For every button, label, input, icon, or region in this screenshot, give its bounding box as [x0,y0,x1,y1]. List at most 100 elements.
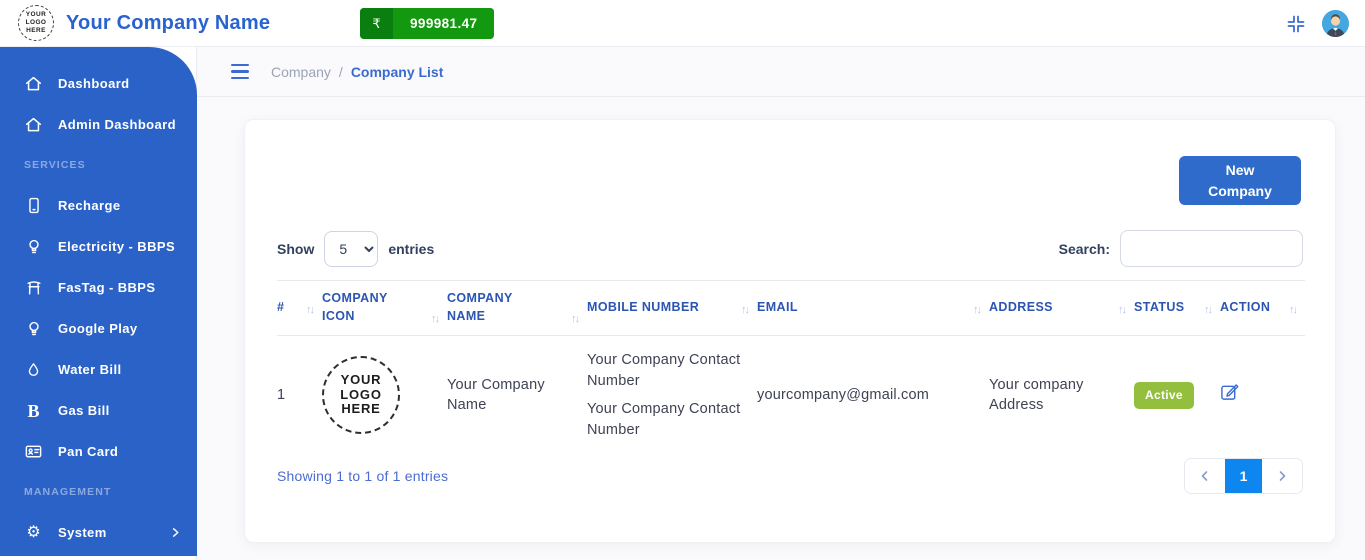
brand: YOUR LOGO HERE Your Company Name [18,5,270,41]
sort-icon [1289,304,1299,316]
id-card-icon [24,442,43,461]
lightbulb-icon [24,237,43,256]
column-header-action[interactable]: ACTION [1220,280,1305,336]
sidebar-item-fastag[interactable]: FasTag - BBPS [0,267,197,308]
table-footer: Showing 1 to 1 of 1 entries 1 [277,458,1303,494]
sidebar-item-google-play[interactable]: Google Play [0,308,197,349]
company-table: # COMPANY ICON COMPANY NAME MOBILE NUMBE… [277,280,1305,455]
sidebar-item-label: Admin Dashboard [58,117,176,132]
topbar-right [1286,0,1349,47]
content-topbar: Company / Company List [197,47,1365,97]
sidebar-item-water-bill[interactable]: Water Bill [0,349,197,390]
sort-icon [973,304,983,316]
sort-icon [571,313,581,325]
sidebar-item-label: Water Bill [58,362,122,377]
lightbulb-icon [24,319,43,338]
chevron-right-icon [170,527,181,538]
sidebar-item-electricity[interactable]: Electricity - BBPS [0,226,197,267]
rupee-icon: ₹ [360,8,393,39]
new-company-button[interactable]: New Company [1179,156,1301,205]
sidebar-item-gas-bill[interactable]: B Gas Bill [0,390,197,431]
sidebar-item-label: Pan Card [58,444,119,459]
cell-email: yourcompany@gmail.com [757,386,930,403]
edit-icon[interactable] [1220,382,1239,401]
breadcrumb-current: Company List [350,63,444,80]
cell-index: 1 [277,386,286,403]
sidebar-item-label: System [58,525,107,540]
cell-company-icon: YOUR LOGO HERE [322,336,447,455]
search-label: Search: [1058,240,1110,257]
table-controls: Show 5 entries Search: [277,230,1303,267]
sidebar-item-system[interactable]: ⚙ System [0,512,197,553]
breadcrumb-parent[interactable]: Company [271,63,331,80]
logo-line: HERE [26,26,46,34]
pagination: 1 [1184,458,1303,494]
sidebar-item-label: Google Play [58,321,138,336]
logo-line: YOUR [25,11,47,19]
sort-icon [741,304,751,316]
sort-icon [1204,304,1214,316]
page-size-control: Show 5 entries [277,230,435,267]
avatar [1322,10,1349,37]
wallet-balance-badge: ₹ 999981.47 [360,8,495,39]
cell-company-name: Your Company Name [447,376,545,414]
hamburger-menu-icon[interactable] [231,63,249,80]
status-badge: Active [1134,381,1194,409]
pagination-page-1[interactable]: 1 [1225,459,1262,493]
column-header-status[interactable]: STATUS [1134,280,1220,336]
breadcrumb: Company / Company List [271,64,443,80]
sidebar-item-recharge[interactable]: Recharge [0,185,197,226]
sidebar-item-dashboard[interactable]: Dashboard [0,63,197,104]
sidebar-item-admin-dashboard[interactable]: Admin Dashboard [0,104,197,145]
cell-address: Your company Address [989,376,1084,414]
table-header-row: # COMPANY ICON COMPANY NAME MOBILE NUMBE… [277,280,1305,336]
sidebar: Dashboard Admin Dashboard SERVICES Recha… [0,47,197,556]
column-header-company-icon[interactable]: COMPANY ICON [322,280,447,336]
column-header-mobile-number[interactable]: MOBILE NUMBER [587,280,757,336]
sidebar-item-pan-card[interactable]: Pan Card [0,431,197,472]
water-drop-icon [24,361,43,379]
entries-label: entries [388,240,435,257]
sidebar-item-label: Dashboard [58,76,130,91]
pagination-prev-button[interactable] [1185,459,1225,493]
sidebar-item-label: FasTag - BBPS [58,280,156,295]
topbar: YOUR LOGO HERE Your Company Name ₹ 99998… [0,0,1365,47]
sort-icon [306,304,316,316]
sidebar-item-label: Recharge [58,198,121,213]
home-icon [24,115,43,134]
cell-status: Active [1134,336,1220,455]
column-header-index[interactable]: # [277,280,322,336]
table-row: 1 YOUR LOGO HERE Your Company Name Yo [277,336,1305,455]
page-size-select[interactable]: 5 [324,230,379,267]
column-header-company-name[interactable]: COMPANY NAME [447,280,587,336]
sidebar-item-label: Electricity - BBPS [58,239,176,254]
sidebar-section-management: MANAGEMENT [24,486,112,498]
sort-icon [431,313,441,325]
cell-mobile-number: Your Company Contact Number Your Company… [587,352,741,438]
sidebar-item-label: Gas Bill [58,403,110,418]
home-icon [24,74,43,93]
sort-icon [1118,304,1128,316]
user-avatar[interactable] [1322,10,1349,37]
mobile-icon [24,196,43,215]
company-name-title: Your Company Name [66,11,271,34]
sidebar-section-services: SERVICES [24,159,86,171]
compress-icon[interactable] [1286,14,1306,34]
column-header-email[interactable]: EMAIL [757,280,989,336]
toll-gate-icon [24,278,43,297]
search-input[interactable] [1120,230,1303,267]
company-logo: YOUR LOGO HERE [322,356,400,435]
breadcrumb-separator: / [338,63,343,80]
gear-icon: ⚙ [26,523,41,541]
gas-bill-icon: B [27,400,40,421]
main-content: Company / Company List New Company Show … [196,47,1365,560]
logo-line: LOGO [25,19,47,27]
search-control: Search: [1059,230,1303,267]
company-list-card: New Company Show 5 entries Search: [244,119,1336,543]
column-header-address[interactable]: ADDRESS [989,280,1134,336]
pagination-next-button[interactable] [1262,459,1302,493]
company-logo: YOUR LOGO HERE [18,5,54,41]
show-label: Show [277,240,315,257]
cell-action [1220,336,1305,455]
